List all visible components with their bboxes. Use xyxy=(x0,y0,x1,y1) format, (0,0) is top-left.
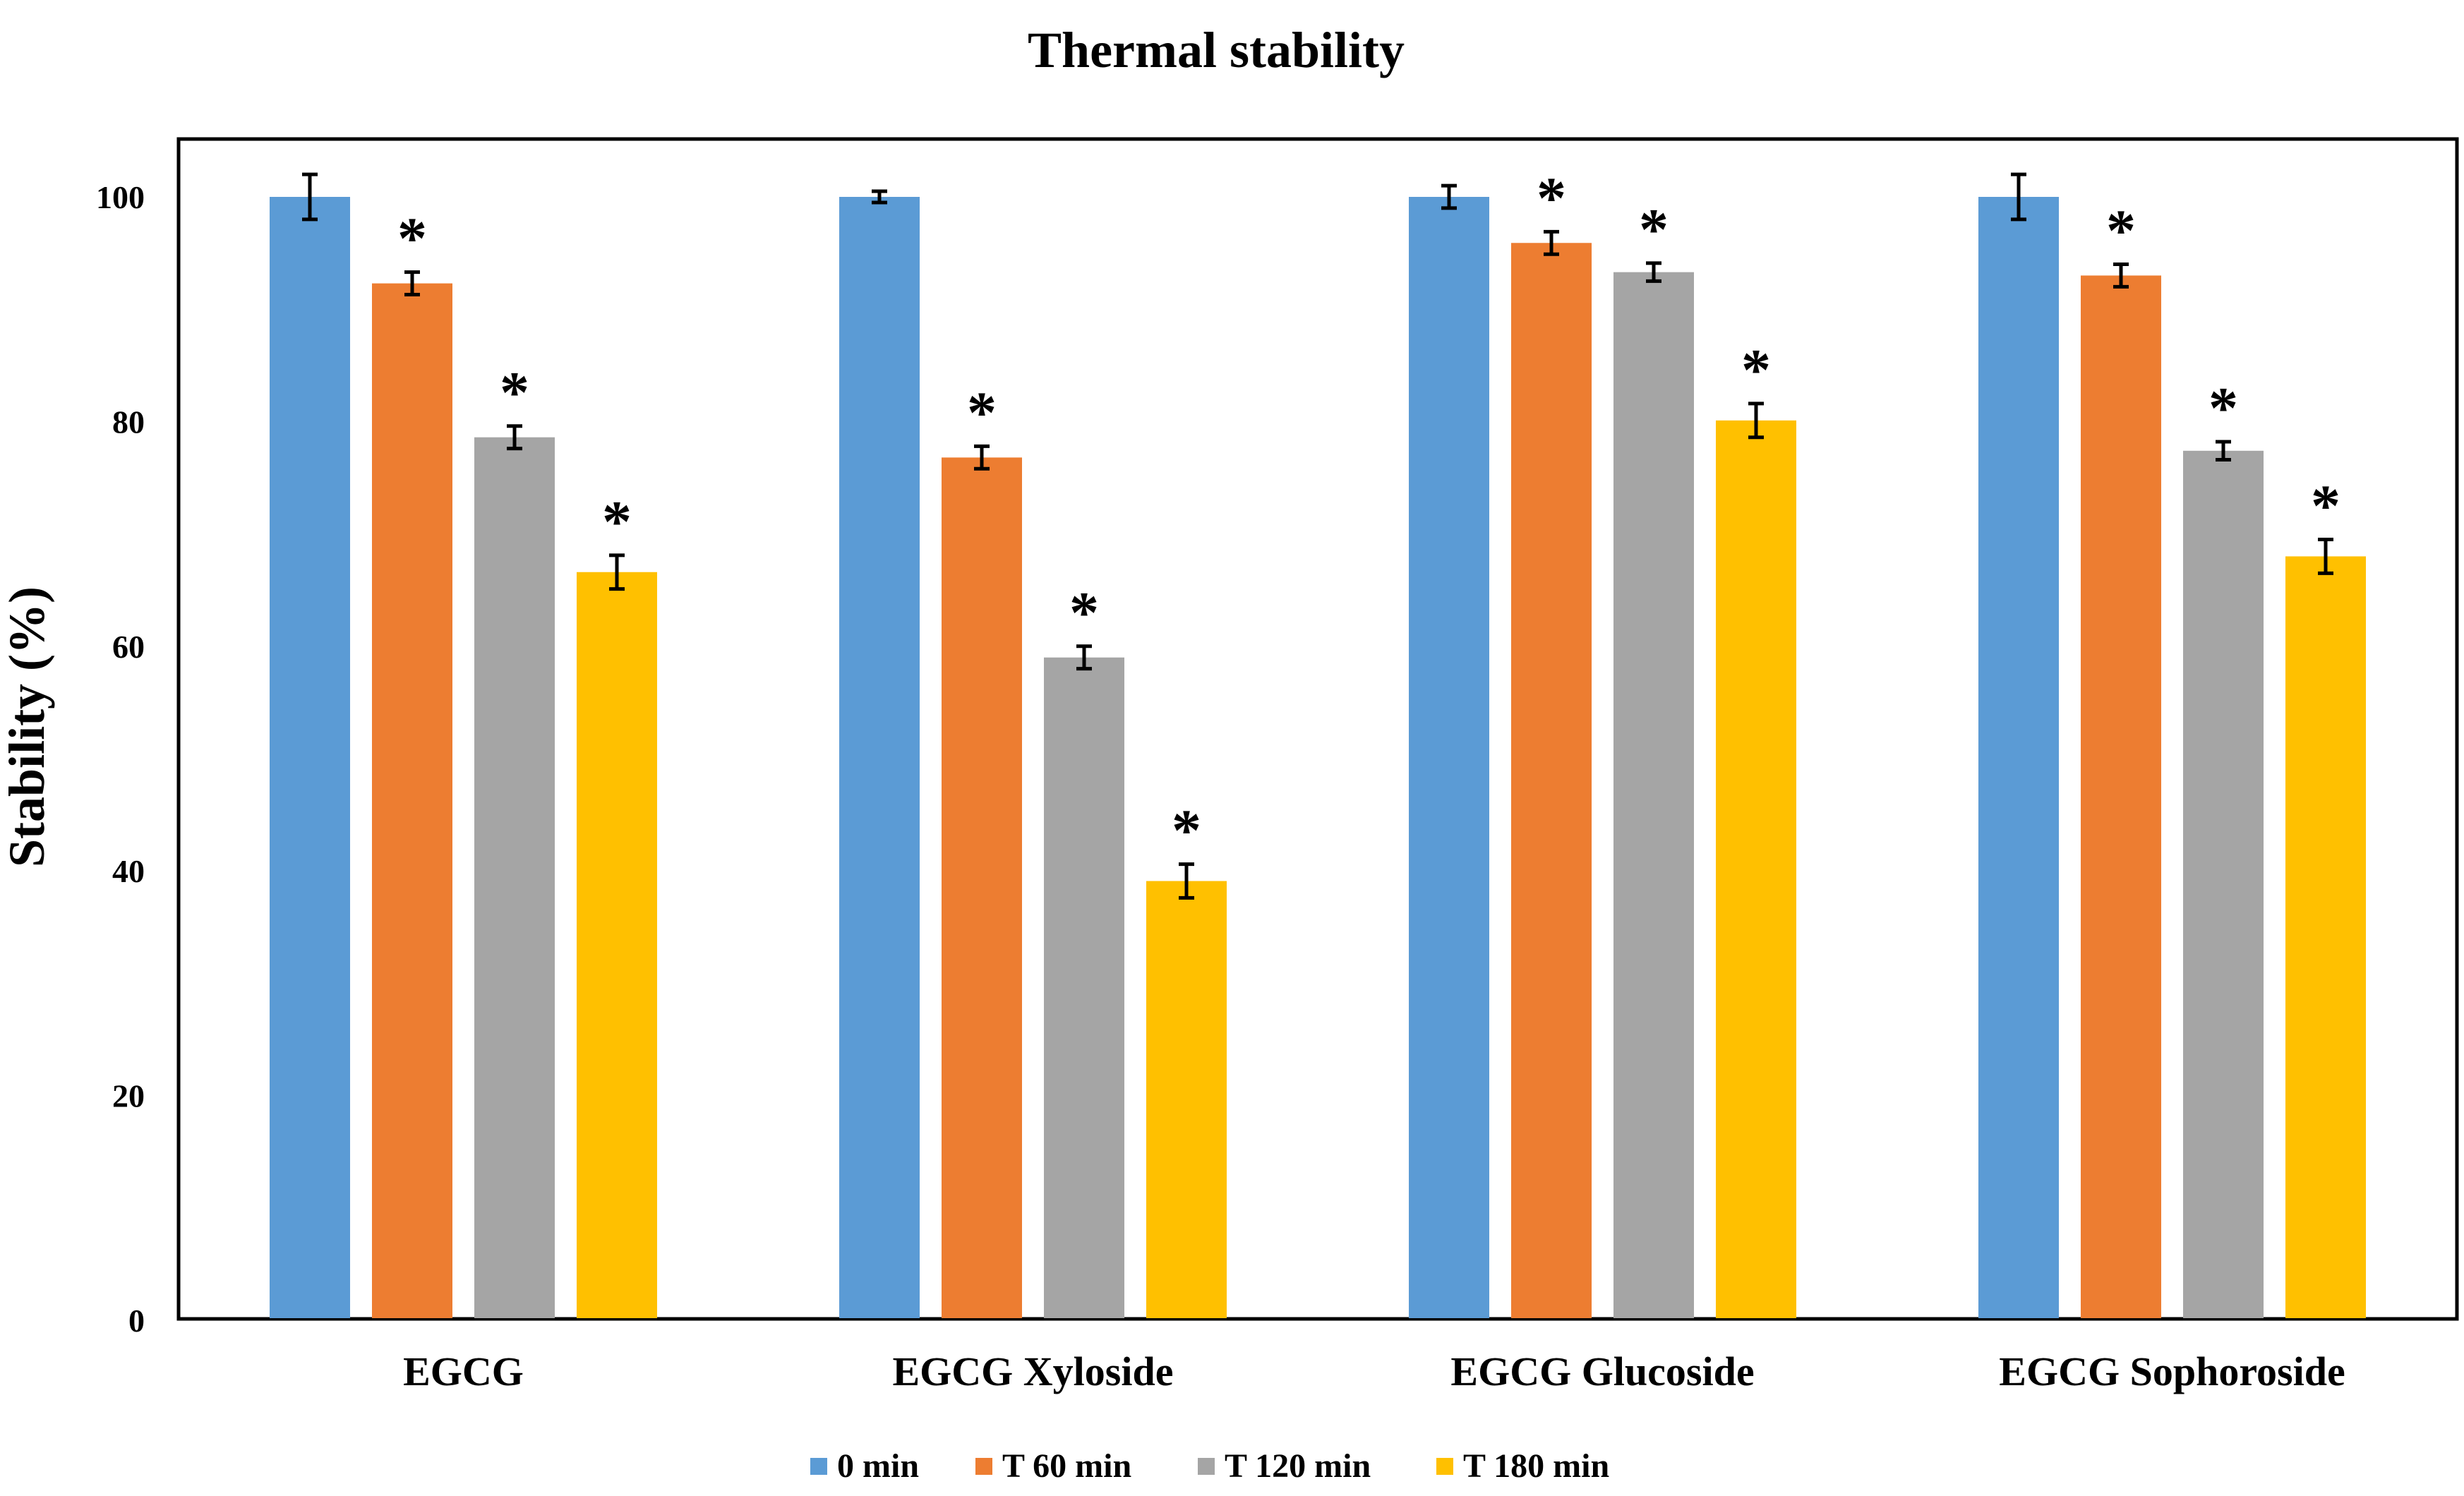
y-axis-label: Stability (%) xyxy=(0,586,55,867)
legend: 0 min T 60 min T 120 min T 180 min xyxy=(810,1447,1609,1485)
legend-label: T 60 min xyxy=(1002,1447,1131,1485)
bar-t-180-min xyxy=(1716,420,1796,1318)
significance-asterisk: * xyxy=(967,380,997,445)
significance-asterisk: * xyxy=(2208,375,2238,441)
x-category-label: EGCG xyxy=(403,1349,524,1394)
bar-series-group xyxy=(270,197,2366,1319)
bar-0-min xyxy=(839,197,920,1318)
legend-swatch-t-180-min xyxy=(1436,1458,1453,1475)
y-tick-label: 60 xyxy=(112,629,145,665)
legend-swatch-t-60-min xyxy=(975,1458,992,1475)
significance-asterisk: * xyxy=(1172,798,1201,864)
significance-asterisk: * xyxy=(1537,165,1566,231)
significance-asterisk: * xyxy=(602,489,632,555)
bar-t-60-min xyxy=(2081,275,2161,1319)
significance-asterisk: * xyxy=(1069,580,1099,646)
significance-asterisk: * xyxy=(2311,473,2340,539)
chart-title: Thermal stability xyxy=(1028,22,1405,78)
bar-t-60-min xyxy=(1511,243,1592,1319)
bar-0-min xyxy=(1978,197,2059,1318)
error-bar-group xyxy=(302,172,2333,900)
y-tick-label: 40 xyxy=(112,853,145,889)
significance-asterisk: * xyxy=(397,206,427,272)
bar-t-60-min xyxy=(372,283,452,1319)
legend-swatch-0-min xyxy=(810,1458,827,1475)
significance-marker-group: * * * * * * * * * * * * xyxy=(397,165,2340,863)
bar-t-180-min xyxy=(577,572,657,1318)
bar-t-180-min xyxy=(1146,881,1227,1318)
y-tick-label: 100 xyxy=(96,179,145,215)
legend-label: T 120 min xyxy=(1225,1447,1371,1485)
plot-area-frame xyxy=(176,137,2459,1321)
y-axis-ticks: 0 20 40 60 80 100 xyxy=(96,179,145,1339)
significance-asterisk: * xyxy=(2106,198,2136,264)
bar-t-60-min xyxy=(942,457,1022,1318)
bar-t-120-min xyxy=(1044,657,1124,1318)
x-axis-category-labels: EGCG EGCG Xyloside EGCG Glucoside EGCG Soph… xyxy=(403,1349,2345,1394)
y-tick-label: 20 xyxy=(112,1078,145,1114)
bar-t-120-min xyxy=(474,437,555,1318)
legend-label: 0 min xyxy=(837,1447,919,1485)
bar-t-120-min xyxy=(2183,450,2264,1318)
significance-asterisk: * xyxy=(1741,337,1771,403)
x-category-label: EGCG Sophoroside xyxy=(1999,1349,2345,1394)
legend-label: T 180 min xyxy=(1463,1447,1609,1485)
bar-0-min xyxy=(1409,197,1489,1318)
legend-swatch-t-120-min xyxy=(1198,1458,1215,1475)
y-tick-label: 0 xyxy=(128,1303,145,1339)
x-category-label: EGCG Xyloside xyxy=(893,1349,1174,1394)
significance-asterisk: * xyxy=(500,360,529,426)
x-category-label: EGCG Glucoside xyxy=(1450,1349,1754,1394)
bar-t-120-min xyxy=(1613,272,1694,1318)
significance-asterisk: * xyxy=(1639,197,1669,263)
bar-0-min xyxy=(270,197,350,1318)
y-tick-label: 80 xyxy=(112,404,145,440)
bar-t-180-min xyxy=(2285,556,2366,1319)
